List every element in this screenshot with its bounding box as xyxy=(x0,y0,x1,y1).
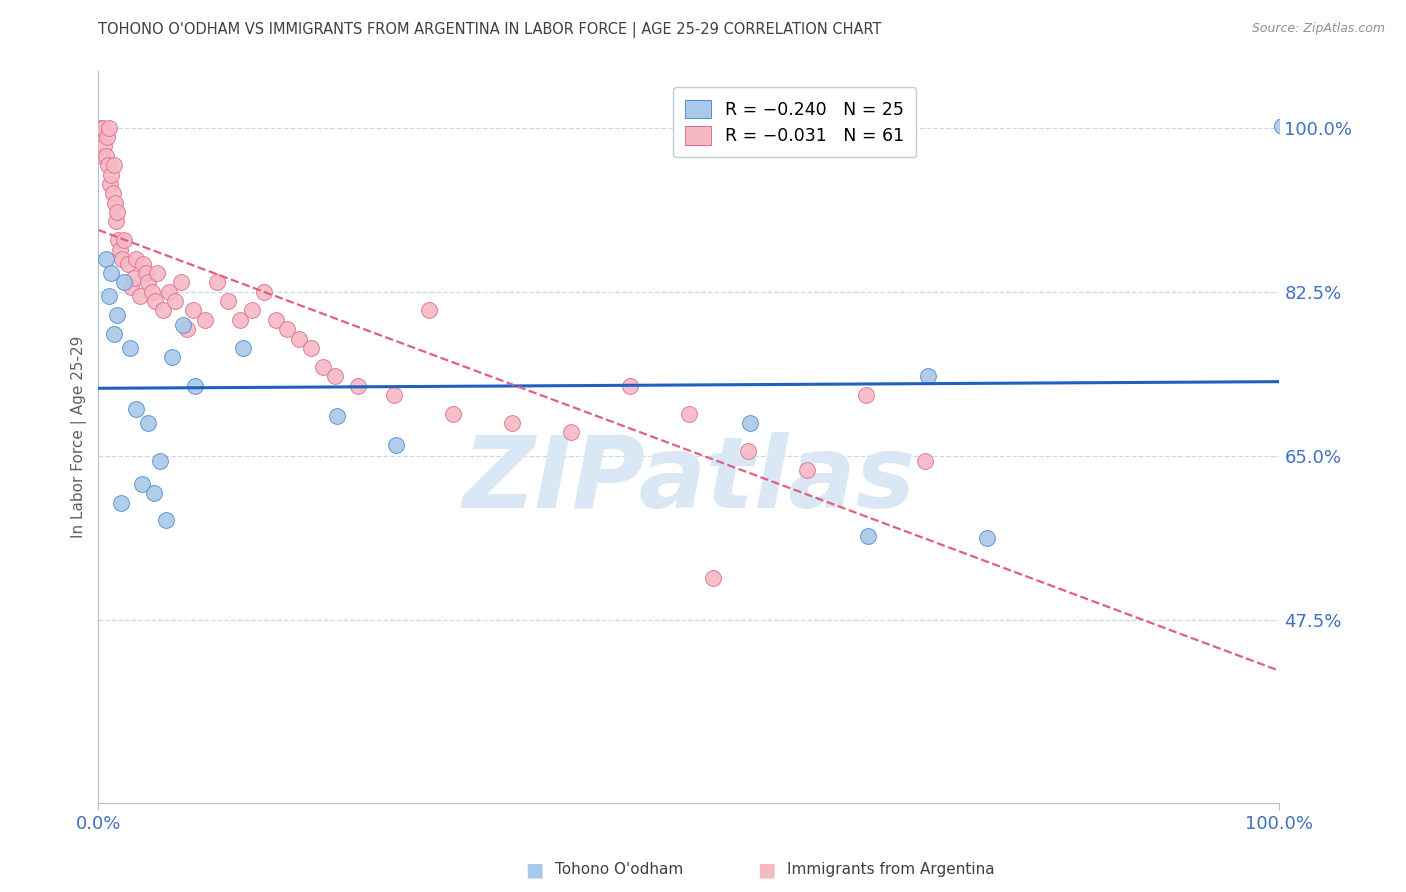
Point xyxy=(100,266,122,280)
Point xyxy=(323,369,346,384)
Point xyxy=(855,388,877,402)
Point xyxy=(105,214,128,228)
Text: ■: ■ xyxy=(524,860,544,880)
Point xyxy=(125,252,148,266)
Point xyxy=(441,407,464,421)
Point xyxy=(98,177,121,191)
Point xyxy=(122,270,145,285)
Point xyxy=(111,252,134,266)
Point xyxy=(98,120,121,135)
Point xyxy=(141,285,163,299)
Point xyxy=(91,120,114,135)
Point xyxy=(136,276,159,290)
Point xyxy=(135,266,157,280)
Point xyxy=(1271,119,1294,133)
Point xyxy=(240,303,263,318)
Point xyxy=(108,243,131,257)
Point xyxy=(120,341,142,355)
Point xyxy=(104,195,127,210)
Point xyxy=(382,388,405,402)
Point xyxy=(326,409,349,424)
Point xyxy=(560,425,582,440)
Point xyxy=(501,416,523,430)
Point xyxy=(347,378,370,392)
Point xyxy=(121,280,143,294)
Point xyxy=(231,341,253,355)
Point xyxy=(132,257,155,271)
Point xyxy=(184,378,207,392)
Point xyxy=(155,513,177,527)
Point xyxy=(112,233,135,247)
Text: TOHONO O'ODHAM VS IMMIGRANTS FROM ARGENTINA IN LABOR FORCE | AGE 25-29 CORRELATI: TOHONO O'ODHAM VS IMMIGRANTS FROM ARGENT… xyxy=(98,22,882,38)
Point xyxy=(136,416,159,430)
Point xyxy=(117,257,139,271)
Point xyxy=(172,318,194,332)
Y-axis label: In Labor Force | Age 25-29: In Labor Force | Age 25-29 xyxy=(72,336,87,538)
Point xyxy=(385,437,408,451)
Point xyxy=(678,407,700,421)
Point xyxy=(194,313,217,327)
Point xyxy=(125,401,148,416)
Point xyxy=(152,303,174,318)
Point xyxy=(94,252,117,266)
Point xyxy=(288,332,311,346)
Point xyxy=(796,463,818,477)
Point xyxy=(128,289,150,303)
Text: Immigrants from Argentina: Immigrants from Argentina xyxy=(787,863,995,877)
Point xyxy=(101,186,124,201)
Point xyxy=(146,266,169,280)
Point xyxy=(181,303,204,318)
Text: ZIPatlas: ZIPatlas xyxy=(463,433,915,530)
Point xyxy=(103,326,125,341)
Point xyxy=(165,294,187,309)
Point xyxy=(107,233,129,247)
Point xyxy=(110,496,132,510)
Legend: R = −0.240   N = 25, R = −0.031   N = 61: R = −0.240 N = 25, R = −0.031 N = 61 xyxy=(673,87,917,157)
Point xyxy=(170,276,193,290)
Point xyxy=(619,378,641,392)
Point xyxy=(94,149,117,163)
Point xyxy=(157,285,180,299)
Point xyxy=(418,303,440,318)
Point xyxy=(96,130,118,145)
Point xyxy=(299,341,322,355)
Point xyxy=(176,322,198,336)
Point xyxy=(264,313,287,327)
Point xyxy=(976,532,998,546)
Point xyxy=(90,120,112,135)
Text: Tohono O'odham: Tohono O'odham xyxy=(555,863,683,877)
Point xyxy=(105,205,128,219)
Point xyxy=(205,276,228,290)
Point xyxy=(149,453,172,467)
Text: Source: ZipAtlas.com: Source: ZipAtlas.com xyxy=(1251,22,1385,36)
Point xyxy=(143,294,166,309)
Point xyxy=(160,351,183,365)
Point xyxy=(740,416,762,430)
Point xyxy=(914,453,936,467)
Point xyxy=(103,158,125,172)
Point xyxy=(858,528,880,542)
Point xyxy=(142,486,165,500)
Point xyxy=(91,149,114,163)
Point xyxy=(131,477,153,491)
Point xyxy=(312,359,335,374)
Point xyxy=(702,571,724,585)
Text: ■: ■ xyxy=(756,860,776,880)
Point xyxy=(93,139,115,153)
Point xyxy=(276,322,298,336)
Point xyxy=(112,276,135,290)
Point xyxy=(217,294,239,309)
Point xyxy=(100,168,122,182)
Point xyxy=(97,158,120,172)
Point xyxy=(737,444,759,458)
Point xyxy=(253,285,276,299)
Point xyxy=(229,313,252,327)
Point xyxy=(98,289,121,303)
Point xyxy=(917,369,939,384)
Point xyxy=(105,308,128,322)
